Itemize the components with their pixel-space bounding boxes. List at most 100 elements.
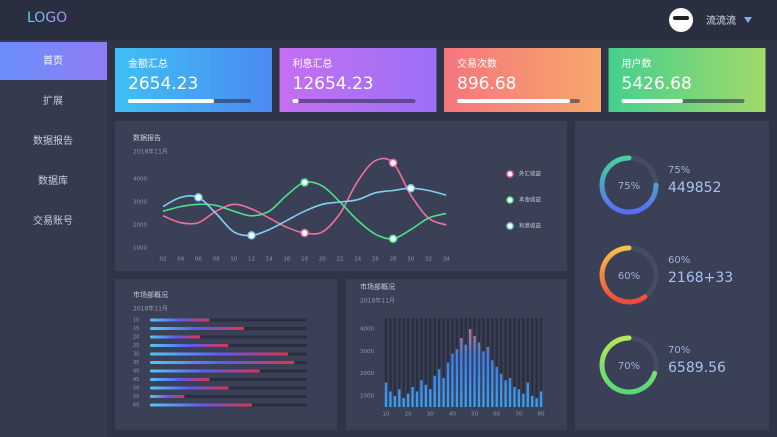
x-tick-label: 16: [283, 257, 290, 263]
bar: [499, 373, 503, 407]
gauge-percent-side: 60%: [668, 255, 690, 266]
x-tick-label: 22: [337, 257, 344, 263]
bar-track: [495, 318, 498, 407]
y-category-label: 10: [133, 318, 139, 324]
bar-track: [508, 318, 512, 407]
nav-item[interactable]: 交易账号: [33, 214, 73, 227]
bar-track: [393, 318, 397, 407]
legend-label: 利息收益: [519, 222, 542, 230]
x-tick-label: 14: [266, 257, 273, 263]
y-tick-label: 3000: [360, 349, 374, 355]
x-tick-label: 10: [383, 412, 390, 418]
line-point: [300, 178, 309, 187]
bar-track: [539, 318, 543, 407]
x-tick-label: 12: [248, 257, 255, 263]
bar: [482, 351, 485, 407]
x-tick-label: 30: [427, 412, 434, 418]
chart-subtitle: 2018年11月: [133, 148, 168, 156]
y-tick-label: 2000: [360, 371, 374, 377]
bar-track: [517, 318, 521, 407]
bar-track: [415, 318, 419, 407]
sidebar: [0, 40, 107, 437]
bar: [455, 349, 459, 407]
y-category-label: 40: [133, 369, 139, 375]
bar: [398, 389, 401, 407]
bar: [402, 398, 405, 407]
x-tick-label: 28: [390, 257, 397, 263]
card-value: 2654.23: [128, 74, 198, 94]
bar: [150, 403, 253, 407]
nav-item[interactable]: 数据报告: [33, 134, 73, 147]
gauge-amount: 2168+33: [668, 270, 733, 286]
chart-title: 数据报告: [133, 133, 161, 142]
y-category-label: 20: [133, 335, 139, 341]
card-title: 金额汇总: [128, 57, 168, 70]
nav-item[interactable]: 首页: [43, 54, 63, 67]
bar: [451, 353, 454, 407]
x-tick-label: 04: [177, 257, 184, 263]
bar: [389, 391, 392, 407]
dropdown-arrow[interactable]: [744, 17, 752, 23]
gauge-arc: [599, 155, 659, 215]
bar: [429, 389, 432, 407]
bar-track: [384, 318, 388, 407]
legend-label: 本金收益: [519, 196, 542, 204]
y-tick-label: 2000: [133, 223, 147, 229]
bar-track: [429, 318, 432, 407]
bar: [468, 329, 472, 407]
card-value: 896.68: [457, 74, 516, 94]
bar: [150, 344, 229, 347]
y-category-label: 50: [133, 386, 139, 392]
nav-item[interactable]: 数据库: [38, 174, 68, 187]
x-tick-label: 18: [301, 257, 308, 263]
gauge-arc: [599, 335, 658, 395]
y-category-label: 30: [133, 352, 139, 358]
y-tick-label: 4000: [360, 327, 374, 333]
line-point: [406, 183, 416, 193]
card-title: 用户数: [622, 57, 652, 70]
bar: [433, 375, 436, 407]
bar: [437, 369, 441, 407]
avatar-glasses: [673, 16, 689, 20]
y-category-label: 55: [133, 394, 139, 400]
line-point: [247, 231, 256, 240]
bar: [150, 395, 185, 398]
bar: [477, 342, 481, 407]
bar: [150, 318, 210, 322]
gauge-amount: 6589.56: [668, 360, 726, 376]
y-tick-label: 4000: [133, 177, 147, 183]
bar-track: [420, 318, 423, 407]
x-tick-label: 20: [405, 412, 412, 418]
bar-track: [499, 318, 503, 407]
bar: [424, 384, 428, 407]
user-name[interactable]: 流流流: [706, 14, 736, 27]
legend-label: 外汇收益: [519, 170, 542, 178]
legend-marker: [506, 170, 514, 178]
bar: [406, 393, 410, 407]
x-tick-label: 80: [538, 412, 545, 418]
x-tick-label: 20: [319, 257, 326, 263]
gauge-percent-side: 70%: [668, 345, 690, 356]
x-tick-label: 32: [425, 257, 432, 263]
x-tick-label: 40: [449, 412, 456, 418]
bar-track: [513, 318, 516, 407]
gauge-arc: [599, 245, 648, 305]
bar-track: [522, 318, 525, 407]
nav-item[interactable]: 扩展: [43, 94, 63, 107]
progress-fill: [292, 99, 299, 103]
x-tick-label: 10: [230, 257, 237, 263]
chart-subtitle: 2018年11月: [360, 297, 395, 305]
gauge-percent-side: 75%: [668, 165, 690, 176]
bar-track: [442, 318, 445, 407]
bar: [464, 344, 467, 407]
card-title: 利息汇总: [293, 57, 333, 70]
logo: LOGO: [27, 10, 67, 26]
bar: [150, 335, 201, 339]
y-tick-label: 3000: [133, 200, 147, 206]
progress-fill: [457, 99, 571, 103]
bar-track: [406, 318, 410, 407]
bar: [150, 352, 289, 356]
bar-track: [398, 318, 401, 407]
bar: [508, 378, 512, 407]
